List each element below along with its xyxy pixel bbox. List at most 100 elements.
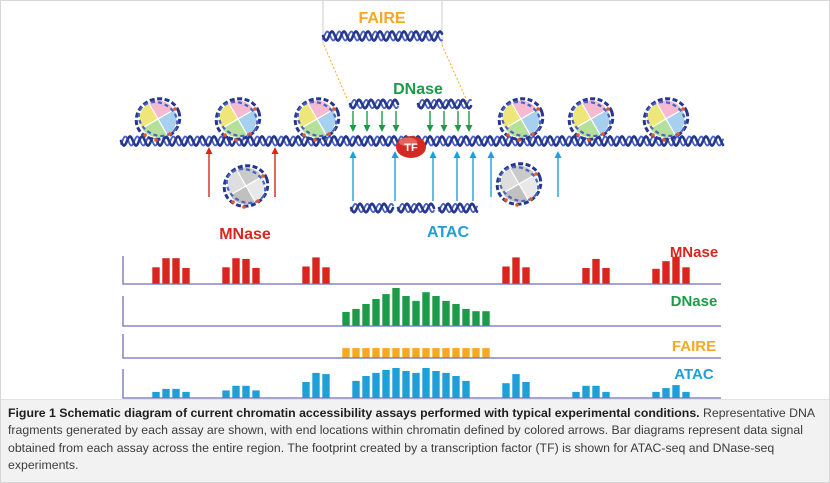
- nucleosome: [642, 97, 690, 142]
- arrowhead: [392, 125, 400, 132]
- atac-bar: [312, 372, 320, 398]
- mnase-bar: [592, 258, 600, 284]
- faire-bar: [462, 348, 470, 358]
- histone-tail-dot: [515, 203, 519, 207]
- atac-bar: [672, 385, 680, 398]
- mnase-cut-arrow: [271, 147, 279, 197]
- mnase-bar: [162, 258, 170, 284]
- histone-tail-dot: [168, 132, 172, 136]
- histone-tail-dot: [327, 132, 331, 136]
- dnase-bar: [372, 299, 380, 326]
- dna-layer: [119, 29, 725, 214]
- dnase-bar: [342, 311, 350, 326]
- dnase-cut-arrow: [349, 111, 357, 132]
- dnase-bar: [352, 308, 360, 326]
- mnase-bar: [522, 267, 530, 284]
- atac-bar: [412, 372, 420, 398]
- dna-strand-major: [396, 202, 436, 214]
- mnase-bar: [182, 268, 190, 284]
- histone-tail-dot: [504, 198, 508, 202]
- mnase-bar: [652, 268, 660, 284]
- arrowhead: [469, 151, 477, 158]
- faire-track-axis: [122, 334, 721, 359]
- histone-tail-dot: [173, 107, 177, 111]
- atac-bar: [502, 383, 510, 398]
- atac-bar: [182, 391, 190, 398]
- atac-bar: [242, 385, 250, 398]
- faire-bar: [402, 348, 410, 358]
- nucleosome: [497, 97, 545, 142]
- mnase-bar: [582, 268, 590, 284]
- arrowhead: [205, 147, 213, 154]
- atac-bar: [592, 385, 600, 398]
- wrapped-dna: [137, 100, 179, 138]
- atac-cut-arrow: [469, 151, 477, 201]
- atac-bar: [402, 371, 410, 398]
- track-label-atac: ATAC: [674, 366, 714, 383]
- atac-bar: [232, 385, 240, 398]
- wrapped-dna: [225, 167, 267, 205]
- histone-tail-dot: [332, 107, 336, 111]
- faire-bar: [362, 348, 370, 358]
- atac-cut-arrow: [453, 151, 461, 201]
- mnase-bar: [502, 266, 510, 284]
- nucleosome: [293, 97, 341, 142]
- mnase-bar: [252, 268, 260, 284]
- arrowhead: [554, 151, 562, 158]
- nucleosome: [567, 97, 615, 142]
- dnase-bar: [452, 304, 460, 326]
- atac-bar: [512, 374, 520, 398]
- faire-bar: [392, 348, 400, 358]
- evicted-nucleosome: [222, 164, 270, 209]
- dnase-bar: [472, 311, 480, 326]
- atac-bar: [362, 376, 370, 398]
- atac-fragment: [437, 202, 479, 214]
- dnase-bar: [462, 308, 470, 326]
- caption-body: Representative DNA fragments generated b…: [8, 406, 815, 473]
- histone-core-section: [503, 118, 532, 139]
- mnase-bar: [302, 266, 310, 284]
- mnase-bar: [662, 261, 670, 284]
- histone-tail-dot: [601, 132, 605, 136]
- atac-bar: [462, 380, 470, 398]
- histone-core-section: [140, 118, 169, 139]
- tf-protein: [396, 136, 426, 158]
- faire-bar: [352, 348, 360, 358]
- atac-bar: [682, 391, 690, 398]
- histone-tail-dot: [231, 200, 235, 204]
- evicted-nucleosome: [495, 162, 543, 207]
- atac-track-axis: [122, 369, 721, 399]
- arrowhead: [391, 151, 399, 158]
- atac-bar: [652, 391, 660, 398]
- faire-connector-left: [323, 44, 349, 102]
- faire-track-bars: [342, 348, 490, 358]
- dna-strand-minor: [322, 30, 443, 42]
- signal-tracks: [122, 256, 721, 399]
- caption-title: Figure 1 Schematic diagram of current ch…: [8, 406, 700, 420]
- dnase-bar: [422, 292, 430, 326]
- tf-highlight: [399, 137, 417, 147]
- histone-tail-dot: [606, 107, 610, 111]
- histone-tail-dot: [531, 132, 535, 136]
- dnase-cut-arrow: [363, 111, 371, 132]
- atac-bar: [602, 391, 610, 398]
- histone-tail-dot: [536, 107, 540, 111]
- mnase-track-bars: [152, 256, 690, 284]
- histone-tail-dot: [676, 132, 680, 136]
- arrowhead: [349, 151, 357, 158]
- histone-tail-dot: [253, 107, 257, 111]
- histone-tail-dot: [587, 138, 591, 142]
- atac-bar: [452, 376, 460, 398]
- histone-tail-dot: [248, 132, 252, 136]
- arrowhead: [487, 151, 495, 158]
- nucleosome: [134, 97, 182, 142]
- dnase-bar: [412, 300, 420, 326]
- mnase-cut-arrow: [205, 147, 213, 197]
- histone-tail-dot: [534, 172, 538, 176]
- wrapped-dna: [570, 100, 612, 138]
- mnase-bar: [232, 258, 240, 284]
- histone-tail-dot: [506, 133, 510, 137]
- atac-track-bars: [152, 368, 690, 398]
- faire-fragment: [321, 29, 444, 43]
